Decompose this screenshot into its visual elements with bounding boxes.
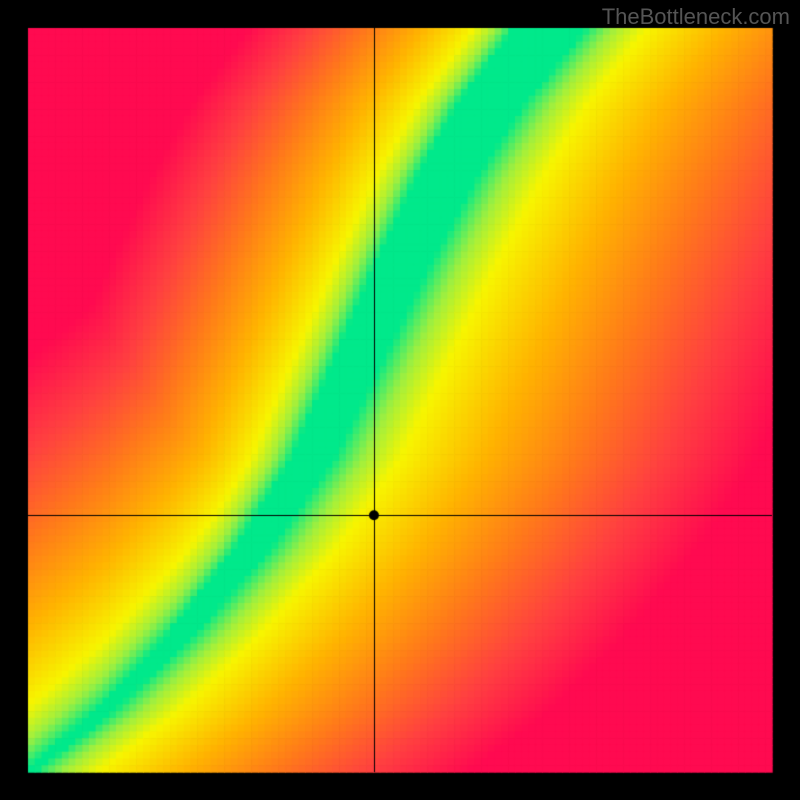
watermark-text: TheBottleneck.com — [602, 4, 790, 30]
bottleneck-heatmap — [0, 0, 800, 800]
